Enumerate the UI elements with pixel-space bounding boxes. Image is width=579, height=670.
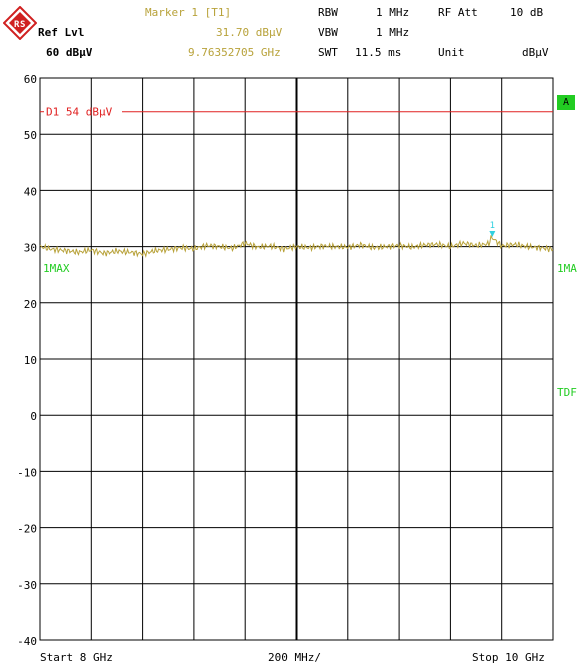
y-tick-label: -20 bbox=[17, 523, 37, 536]
y-tick-label: -10 bbox=[17, 466, 37, 479]
y-tick-label: 60 bbox=[24, 73, 37, 86]
start-frequency: Start 8 GHz bbox=[40, 651, 113, 664]
y-tick-labels: 60 50 40 30 20 10 0 -10 -20 -30 -40 bbox=[17, 73, 37, 648]
left-trace-label: 1MAX bbox=[43, 262, 70, 275]
y-tick-label: 20 bbox=[24, 298, 37, 311]
y-tick-label: -30 bbox=[17, 579, 37, 592]
right-tdf-label: TDF bbox=[557, 386, 577, 399]
stop-frequency: Stop 10 GHz bbox=[472, 651, 545, 664]
display-line-label: D1 54 dBµV bbox=[46, 106, 113, 119]
y-tick-label: 0 bbox=[30, 410, 37, 423]
y-tick-label: 10 bbox=[24, 354, 37, 367]
chart-grid bbox=[40, 78, 553, 640]
right-trace-label: 1MA bbox=[557, 262, 577, 275]
y-tick-label: 50 bbox=[24, 129, 37, 142]
y-tick-label: 30 bbox=[24, 242, 37, 255]
y-tick-label: -40 bbox=[17, 635, 37, 648]
marker-label: 1 bbox=[490, 221, 495, 231]
y-tick-label: 40 bbox=[24, 185, 37, 198]
a-badge: A bbox=[557, 95, 575, 110]
span-per-division: 200 MHz/ bbox=[268, 651, 321, 664]
marker-group: 1 bbox=[489, 221, 495, 237]
marker-triangle bbox=[489, 231, 495, 237]
